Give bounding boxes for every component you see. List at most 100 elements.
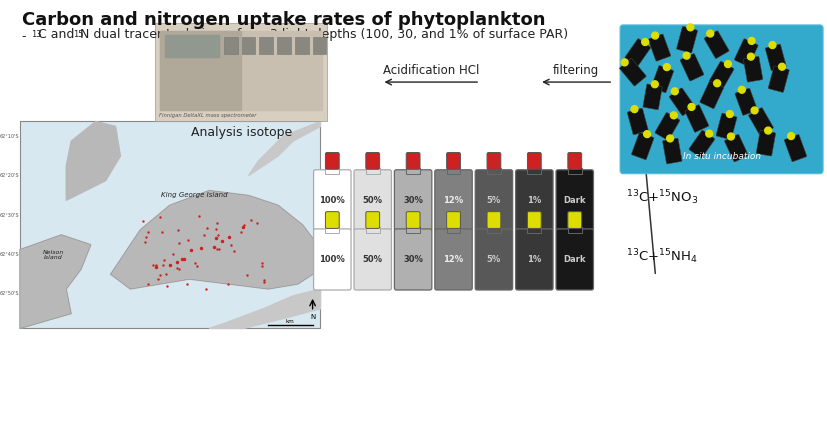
FancyBboxPatch shape [366, 168, 379, 174]
FancyBboxPatch shape [515, 170, 552, 231]
FancyBboxPatch shape [743, 57, 762, 82]
FancyBboxPatch shape [313, 170, 351, 231]
Circle shape [748, 37, 754, 44]
FancyBboxPatch shape [394, 170, 432, 231]
Circle shape [687, 104, 694, 110]
Point [255, 259, 268, 266]
Circle shape [643, 131, 650, 138]
Point [149, 261, 162, 268]
FancyBboxPatch shape [325, 153, 339, 169]
Text: $^{13}$C+$^{15}$NH$_4$: $^{13}$C+$^{15}$NH$_4$ [625, 247, 697, 266]
Text: 50%: 50% [362, 196, 382, 205]
Point [211, 231, 224, 239]
Point [210, 219, 223, 227]
FancyBboxPatch shape [642, 84, 662, 110]
FancyBboxPatch shape [527, 153, 541, 169]
Bar [294, 37, 308, 54]
Text: $^{13}$C+$^{15}$NO$_3$: $^{13}$C+$^{15}$NO$_3$ [625, 188, 698, 207]
Point [200, 224, 213, 231]
FancyBboxPatch shape [486, 227, 500, 233]
FancyBboxPatch shape [699, 81, 723, 109]
FancyBboxPatch shape [325, 168, 339, 174]
Circle shape [662, 64, 670, 70]
FancyBboxPatch shape [354, 229, 391, 290]
Text: 12%: 12% [443, 196, 463, 205]
FancyBboxPatch shape [748, 108, 772, 135]
FancyBboxPatch shape [475, 170, 512, 231]
Circle shape [651, 81, 657, 88]
FancyBboxPatch shape [527, 212, 541, 228]
Point [250, 220, 263, 227]
Point [192, 213, 205, 220]
FancyBboxPatch shape [406, 227, 419, 233]
FancyBboxPatch shape [366, 212, 379, 228]
Point [237, 222, 250, 229]
FancyBboxPatch shape [527, 168, 541, 174]
Text: 30%: 30% [403, 255, 423, 264]
Text: 1%: 1% [527, 196, 541, 205]
FancyBboxPatch shape [567, 168, 581, 174]
Point [170, 265, 184, 272]
FancyBboxPatch shape [734, 88, 757, 115]
Polygon shape [66, 121, 120, 200]
Text: Dark: Dark [563, 255, 586, 264]
Point [209, 225, 222, 232]
Bar [155, 23, 327, 121]
Circle shape [738, 86, 744, 93]
Circle shape [747, 53, 753, 60]
FancyBboxPatch shape [486, 212, 500, 228]
FancyBboxPatch shape [434, 229, 471, 290]
FancyBboxPatch shape [567, 212, 581, 228]
FancyBboxPatch shape [446, 227, 460, 233]
FancyBboxPatch shape [734, 39, 758, 66]
Text: Analysis isotope: Analysis isotope [190, 126, 291, 139]
Text: Carbon and nitrogen uptake rates of phytoplankton: Carbon and nitrogen uptake rates of phyt… [22, 11, 545, 29]
Point [189, 259, 202, 266]
FancyBboxPatch shape [624, 39, 650, 66]
Point [153, 214, 166, 221]
FancyBboxPatch shape [325, 212, 339, 228]
Point [146, 261, 159, 268]
Circle shape [686, 24, 693, 31]
FancyBboxPatch shape [354, 170, 391, 231]
FancyBboxPatch shape [708, 61, 733, 89]
FancyBboxPatch shape [475, 229, 512, 290]
Text: In situ incubation: In situ incubation [681, 152, 760, 161]
FancyBboxPatch shape [654, 113, 679, 140]
FancyBboxPatch shape [486, 168, 500, 174]
Point [189, 263, 203, 270]
Circle shape [768, 42, 775, 49]
Circle shape [671, 88, 677, 95]
Text: 5%: 5% [486, 255, 500, 264]
Circle shape [630, 105, 637, 113]
Text: 100%: 100% [319, 196, 345, 205]
Text: King George Island: King George Island [160, 192, 227, 198]
Point [172, 265, 185, 272]
Point [212, 245, 225, 252]
Point [210, 245, 223, 252]
Text: km: km [285, 319, 294, 324]
Bar [223, 37, 237, 54]
Circle shape [727, 133, 734, 140]
Circle shape [706, 30, 713, 37]
Text: 50%: 50% [362, 255, 382, 264]
Text: filtering: filtering [552, 64, 599, 77]
Point [227, 247, 241, 254]
Point [224, 241, 237, 248]
Text: 12%: 12% [443, 255, 463, 264]
Circle shape [651, 32, 657, 39]
FancyBboxPatch shape [668, 88, 694, 116]
Point [172, 239, 185, 247]
Point [170, 226, 184, 233]
Point [197, 231, 210, 239]
Point [160, 282, 174, 289]
Circle shape [750, 107, 757, 114]
Point [157, 257, 170, 264]
Text: 62°30'S: 62°30'S [0, 213, 19, 218]
Text: 1%: 1% [527, 255, 541, 264]
Point [139, 233, 152, 240]
FancyBboxPatch shape [679, 53, 703, 81]
Text: 5%: 5% [486, 196, 500, 205]
Circle shape [641, 39, 648, 45]
Circle shape [666, 135, 672, 142]
